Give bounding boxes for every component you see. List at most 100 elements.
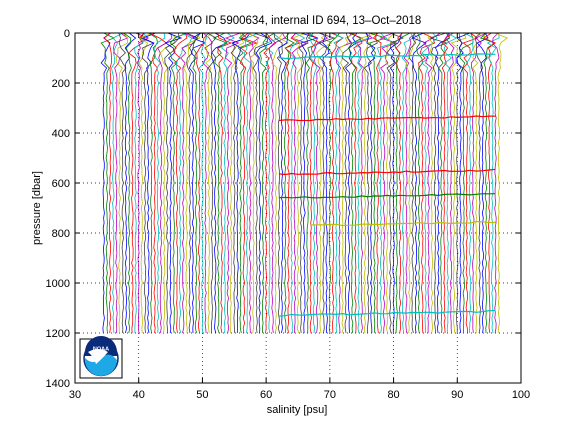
profile-line (236, 32, 253, 334)
profile-line (100, 32, 111, 334)
profile-line (247, 32, 259, 334)
profile-line (148, 32, 168, 334)
profile-line (427, 32, 435, 334)
y-tick-label: 800 (52, 228, 70, 240)
profile-line (148, 32, 159, 334)
profile-line (111, 32, 124, 334)
profile-line (405, 32, 419, 334)
profile-line (217, 32, 233, 334)
spike-line (278, 193, 496, 199)
profile-line (494, 32, 509, 334)
profile-line (344, 32, 358, 334)
profile-line (330, 32, 344, 334)
profile-line (305, 32, 322, 334)
profile-line (118, 32, 127, 334)
profile-line (124, 32, 137, 334)
profile-line (239, 32, 258, 334)
x-tick-label: 80 (387, 389, 399, 401)
profile-line (252, 32, 269, 334)
profile-line (138, 32, 154, 334)
profile-line (224, 32, 241, 334)
profile-line (196, 32, 210, 334)
y-tick-label: 400 (52, 128, 70, 140)
axes-frame (74, 32, 522, 384)
profile-line (401, 32, 414, 334)
profile-line (231, 32, 251, 334)
profile-line (435, 32, 450, 334)
profile-line (365, 32, 376, 333)
profile-line (298, 32, 310, 334)
profile-line (173, 32, 188, 334)
profile-line (332, 32, 344, 334)
spike-line (310, 220, 496, 227)
x-tick-label: 60 (260, 389, 272, 401)
profile-line (180, 32, 197, 334)
profile-line (472, 32, 490, 334)
profile-line (492, 32, 500, 334)
profile-line (255, 32, 273, 334)
profile-line (263, 32, 277, 334)
profile-line (115, 32, 129, 333)
logo-text: NOAA (93, 347, 109, 353)
profile-line (360, 32, 378, 334)
profile-line (169, 32, 188, 334)
profile-line (372, 32, 382, 334)
profile-line (423, 32, 441, 333)
spike-line (278, 168, 496, 176)
logo-wave (85, 354, 117, 376)
chart-title: WMO ID 5900634, internal ID 694, 13–Oct–… (173, 15, 422, 27)
profile-line (438, 32, 451, 334)
x-tick-label: 100 (512, 389, 530, 401)
profile-line (363, 32, 378, 334)
profile-line (288, 32, 306, 334)
profile-line (418, 32, 435, 334)
profile-line (335, 32, 353, 334)
profile-line (113, 32, 129, 334)
y-tick-label: 0 (64, 28, 70, 40)
profile-line (456, 32, 463, 334)
profile-line (355, 32, 374, 334)
profile-line (273, 32, 283, 334)
profile-line (183, 32, 201, 334)
profile-line (141, 32, 156, 334)
profile-line (271, 32, 290, 334)
profile-line (128, 32, 145, 334)
spike-line (278, 309, 496, 317)
profile-line (164, 32, 183, 334)
profile-line (292, 32, 306, 334)
profile-line (456, 32, 471, 334)
profile-line (198, 32, 207, 334)
profile-line (186, 32, 199, 334)
profile-line (157, 32, 173, 334)
profile-line (291, 32, 308, 334)
logo-bird (88, 349, 108, 364)
profile-line (389, 32, 402, 333)
profile-line (482, 32, 497, 334)
profile-line (210, 32, 228, 334)
profile-line (385, 32, 396, 334)
profile-line (259, 32, 275, 334)
profile-line (476, 32, 489, 334)
profile-line (395, 32, 403, 334)
x-tick-label: 40 (133, 389, 145, 401)
profile-line (175, 32, 193, 334)
profile-line (164, 32, 180, 334)
profile-line (403, 32, 417, 334)
profile-line (309, 32, 317, 334)
tick-layer: 30 40 50 60 70 80 90 10002004006008001000120014… (46, 28, 531, 401)
profile-line (369, 32, 388, 334)
y-tick-label: 1400 (46, 378, 70, 390)
profile-line (207, 32, 217, 333)
profile-line (140, 32, 155, 334)
profile-line (443, 32, 458, 334)
profile-line (338, 32, 356, 334)
profile-line (221, 32, 235, 334)
profile-line (202, 32, 213, 334)
profile-line (300, 32, 319, 334)
profile-line (100, 32, 115, 334)
profile-line (230, 32, 248, 334)
profile-line (464, 32, 474, 334)
profile-line (411, 32, 427, 334)
